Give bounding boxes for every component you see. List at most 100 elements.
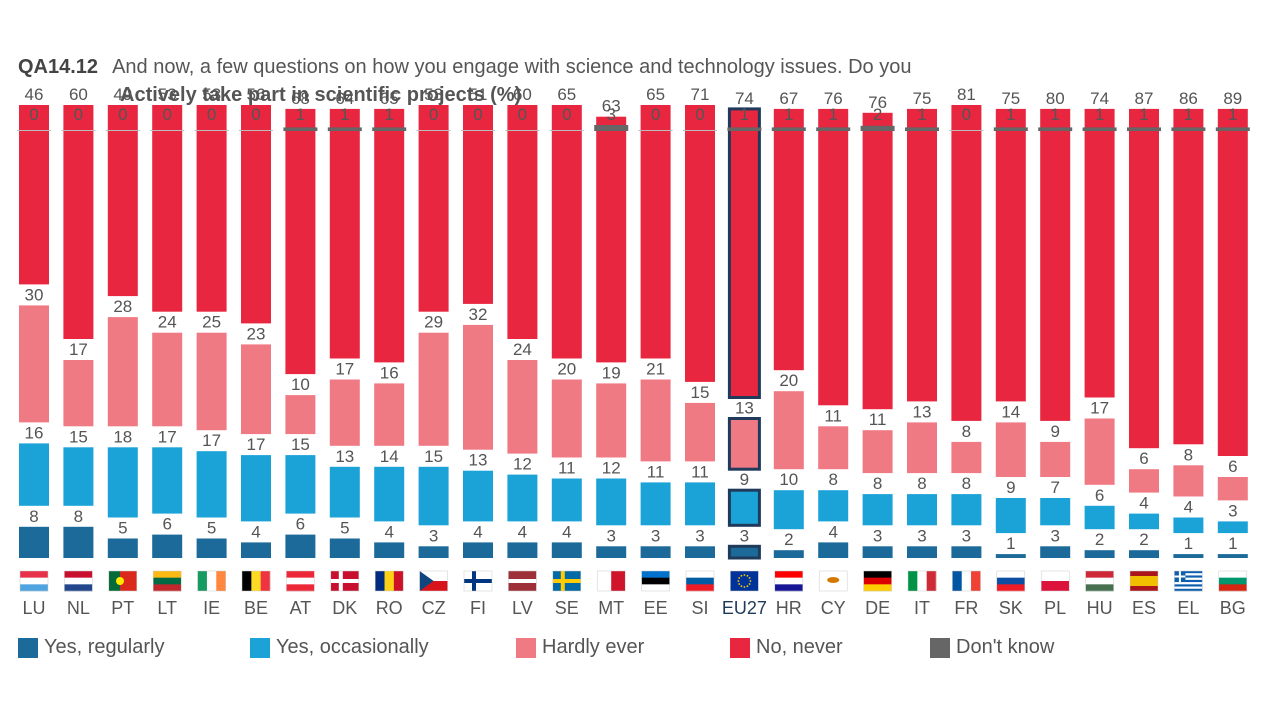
value-label-occasionally: 9 xyxy=(1006,478,1015,497)
bar-regularly xyxy=(907,546,937,558)
flag-es-icon xyxy=(1129,570,1159,592)
bar-hardly xyxy=(196,332,227,431)
bar-regularly xyxy=(19,526,49,558)
value-label-hardly: 23 xyxy=(247,324,266,343)
bar-never xyxy=(727,107,761,400)
category-label: HU xyxy=(1087,598,1113,618)
bar-dontknow xyxy=(816,127,851,131)
bar-never xyxy=(241,105,271,324)
value-label-hardly: 11 xyxy=(869,410,887,429)
flag-be-icon xyxy=(241,570,271,592)
bar-regularly xyxy=(951,546,982,558)
value-label-dontknow: 0 xyxy=(562,105,571,124)
bar-never xyxy=(685,105,715,382)
bar-never xyxy=(551,105,582,359)
flag-ie-icon xyxy=(197,570,226,592)
question-text: And now, a few questions on how you enga… xyxy=(112,56,912,78)
bar-occasionally xyxy=(418,466,449,526)
bar-regularly xyxy=(1217,554,1248,558)
bar-occasionally xyxy=(1129,513,1159,530)
value-label-regularly: 2 xyxy=(1139,530,1148,549)
bar-regularly xyxy=(995,554,1026,558)
bar-never xyxy=(19,105,49,285)
bar-never xyxy=(907,108,937,402)
category-label: BG xyxy=(1220,598,1246,618)
value-label-never: 65 xyxy=(646,85,665,104)
bar-hardly xyxy=(107,317,138,427)
value-label-occasionally: 7 xyxy=(1050,478,1059,497)
bar-occasionally xyxy=(1217,521,1248,534)
value-label-occasionally: 13 xyxy=(469,451,488,470)
value-label-dontknow: 1 xyxy=(1139,105,1148,124)
value-label-dontknow: 1 xyxy=(1228,105,1237,124)
category-label: PT xyxy=(111,598,134,618)
bar-hardly xyxy=(951,441,982,474)
value-label-regularly: 4 xyxy=(384,522,393,541)
bar-hardly xyxy=(1173,465,1204,497)
value-label-regularly: 1 xyxy=(1184,534,1193,553)
legend-label: No, never xyxy=(756,636,843,658)
value-label-hardly: 11 xyxy=(824,406,842,425)
flag-mt-icon xyxy=(596,570,626,592)
bar-hardly xyxy=(63,360,94,427)
value-label-hardly: 17 xyxy=(69,340,88,359)
category-label: SE xyxy=(555,598,579,618)
category-label: CZ xyxy=(422,598,446,618)
bar-regularly xyxy=(329,538,360,558)
bar-hardly xyxy=(329,379,360,446)
value-label-never: 81 xyxy=(957,85,976,104)
bar-occasionally xyxy=(1173,517,1204,534)
category-label: FR xyxy=(954,598,978,618)
bar-dontknow xyxy=(594,125,629,131)
value-label-hardly: 9 xyxy=(1050,422,1059,441)
bar-hardly xyxy=(152,332,183,427)
value-label-dontknow: 0 xyxy=(695,105,704,124)
legend: Yes, regularly Yes, occasionally Hardly ev… xyxy=(18,636,1278,664)
legend-swatch xyxy=(18,637,38,658)
bar-occasionally xyxy=(907,494,937,526)
value-label-hardly: 8 xyxy=(1184,445,1193,464)
value-label-never: 67 xyxy=(779,89,798,108)
value-label-occasionally: 17 xyxy=(247,435,266,454)
bar-hardly xyxy=(418,332,449,446)
legend-item-never: No, never xyxy=(730,636,843,659)
category-label: LT xyxy=(157,598,177,618)
value-label-regularly: 4 xyxy=(562,522,571,541)
value-label-dontknow: 1 xyxy=(340,105,349,124)
bar-regularly xyxy=(773,550,804,558)
value-label-occasionally: 15 xyxy=(69,427,88,446)
value-label-never: 76 xyxy=(868,93,887,112)
value-label-regularly: 3 xyxy=(1050,526,1059,545)
category-label: RO xyxy=(376,598,403,618)
bar-hardly xyxy=(862,430,893,474)
bar-occasionally xyxy=(241,455,271,522)
value-label-regularly: 2 xyxy=(1095,530,1104,549)
category-label: BE xyxy=(244,598,268,618)
bar-hardly xyxy=(640,379,671,462)
bar-never xyxy=(1217,108,1248,457)
value-label-dontknow: 0 xyxy=(962,105,971,124)
bar-never xyxy=(640,105,671,359)
value-label-regularly: 3 xyxy=(962,526,971,545)
bar-dontknow xyxy=(61,130,96,131)
bar-dontknow xyxy=(683,130,717,131)
flag-lu-icon xyxy=(19,570,49,592)
value-label-regularly: 5 xyxy=(207,519,216,538)
value-label-never: 65 xyxy=(380,89,399,108)
bar-occasionally xyxy=(329,466,360,518)
flag-sk-icon xyxy=(996,570,1026,592)
bar-never xyxy=(152,105,183,312)
category-label: CY xyxy=(821,598,846,618)
legend-label: Yes, occasionally xyxy=(276,636,429,658)
bar-never xyxy=(818,108,849,406)
bar-never xyxy=(951,105,982,421)
bar-never xyxy=(507,105,538,339)
bar-dontknow xyxy=(327,127,362,131)
value-label-regularly: 3 xyxy=(695,526,704,545)
category-label: LU xyxy=(22,598,45,618)
value-label-regularly: 5 xyxy=(118,519,127,538)
value-label-hardly: 32 xyxy=(469,305,488,324)
value-label-hardly: 20 xyxy=(557,360,576,379)
bar-hardly xyxy=(727,417,761,471)
value-label-hardly: 6 xyxy=(1139,449,1148,468)
